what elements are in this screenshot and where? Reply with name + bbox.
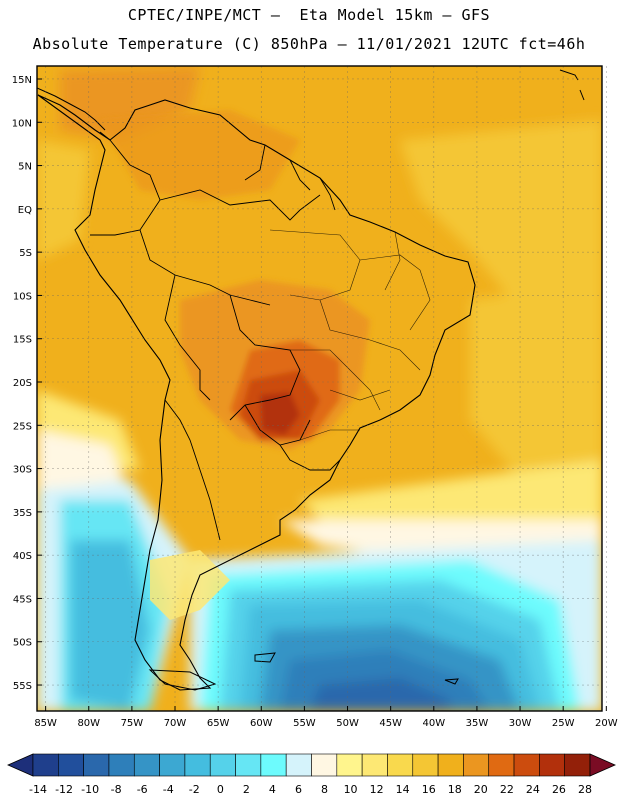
- legend-tick-label: 20: [474, 783, 488, 796]
- map-frame: [36, 65, 603, 712]
- lon-label: 75W: [121, 718, 144, 729]
- chart-title-line-1: CPTEC/INPE/MCT – Eta Model 15km – GFS: [127, 6, 491, 24]
- lat-label: 15N: [12, 75, 32, 86]
- legend-bin: [83, 753, 110, 777]
- legend-tick-label: 22: [500, 783, 514, 796]
- legend-tick-label: 10: [344, 783, 358, 796]
- lon-label: 50W: [336, 718, 359, 729]
- temperature-map: 15N 10N 5N EQ 5S 10S 15S 20S 25S 30S 35S 40S 45S 50S 5…: [12, 65, 618, 729]
- legend-tick-label: -10: [81, 783, 99, 796]
- legend-tick-label: -6: [137, 783, 148, 796]
- legend-bin: [387, 753, 414, 777]
- lon-label: 45W: [379, 718, 402, 729]
- lon-label: 65W: [207, 718, 230, 729]
- lat-label: 40S: [13, 551, 32, 562]
- legend-tick-label: 12: [370, 783, 384, 796]
- legend-bin: [488, 753, 515, 777]
- legend-bin: [260, 753, 287, 777]
- legend-bin: [539, 753, 565, 777]
- legend-bin: [209, 753, 236, 777]
- legend-tick-label: 0: [217, 783, 224, 796]
- color-legend: -14 -12 -10 -8 -6 -4 -2 0 2 4 6 8 10 12 14 16 18 20 22 24 26…: [7, 753, 616, 796]
- legend-tick-label: 28: [578, 783, 592, 796]
- legend-bin: [361, 753, 388, 777]
- lat-label: 15S: [13, 335, 32, 346]
- graticule: [37, 66, 607, 711]
- lon-label: 25W: [552, 718, 575, 729]
- lat-label: EQ: [18, 205, 32, 216]
- continent-warm-core: [100, 110, 370, 450]
- lat-label: 10N: [12, 118, 32, 129]
- lon-label: 20W: [595, 718, 618, 729]
- legend-tick-label: -14: [29, 783, 47, 796]
- lat-label: 45S: [13, 594, 32, 605]
- legend-tick-label: 8: [321, 783, 328, 796]
- lon-label: 85W: [34, 718, 57, 729]
- legend-bin: [513, 753, 540, 777]
- legend-tick-label: -12: [55, 783, 73, 796]
- lat-label: 30S: [13, 465, 32, 476]
- legend-bin: [32, 753, 59, 777]
- legend-bin: [58, 753, 84, 777]
- temperature-field: [37, 66, 602, 711]
- legend-under-arrow: [7, 753, 34, 777]
- legend-bin: [159, 753, 186, 777]
- lat-label: 55S: [13, 681, 32, 692]
- lon-label: 80W: [77, 718, 100, 729]
- legend-bin: [564, 753, 591, 777]
- chart-title-line-2: Absolute Temperature (C) 850hPa – 11/01/…: [32, 35, 586, 53]
- legend-tick-label: -8: [111, 783, 122, 796]
- lat-label: 10S: [13, 291, 32, 302]
- legend-tick-label: 2: [243, 783, 250, 796]
- legend-tick-label: 6: [295, 783, 302, 796]
- legend-tick-label: 18: [448, 783, 462, 796]
- legend-bin: [108, 753, 135, 777]
- lat-label: 5N: [18, 162, 32, 173]
- legend-over-arrow: [589, 753, 616, 777]
- legend-bin: [336, 753, 363, 777]
- latitude-labels: 15N 10N 5N EQ 5S 10S 15S 20S 25S 30S 35S 40S 45S 50S 5…: [12, 75, 42, 692]
- legend-bin: [437, 753, 464, 777]
- lon-label: 60W: [250, 718, 273, 729]
- lat-label: 35S: [13, 508, 32, 519]
- legend-bin: [235, 753, 262, 777]
- lon-label: 40W: [422, 718, 445, 729]
- legend-bin: [133, 753, 160, 777]
- south-america-coastline: [37, 94, 476, 691]
- lat-label: 50S: [13, 638, 32, 649]
- legend-tick-label: 24: [526, 783, 540, 796]
- legend-bin: [311, 753, 338, 777]
- country-borders: [90, 139, 341, 541]
- legend-bin: [184, 753, 211, 777]
- legend-bin: [463, 753, 490, 777]
- lat-label: 20S: [13, 378, 32, 389]
- legend-bin: [412, 753, 439, 777]
- legend-tick-label: -2: [189, 783, 200, 796]
- legend-tick-label: 26: [552, 783, 566, 796]
- lon-label: 55W: [293, 718, 316, 729]
- longitude-labels: 85W 80W 75W 70W 65W 60W 55W 50W 45W 40W 35W 30W 25W 2…: [34, 706, 618, 729]
- lon-label: 35W: [466, 718, 489, 729]
- legend-tick-label: -4: [163, 783, 174, 796]
- legend-bin: [285, 753, 312, 777]
- lon-label: 70W: [164, 718, 187, 729]
- lat-label: 5S: [19, 248, 32, 259]
- legend-tick-label: 14: [396, 783, 410, 796]
- legend-tick-label: 4: [269, 783, 276, 796]
- patagonia-cool-zone: [150, 550, 230, 620]
- lat-label: 25S: [13, 421, 32, 432]
- legend-tick-label: 16: [422, 783, 436, 796]
- lon-label: 30W: [509, 718, 532, 729]
- state-borders: [269, 229, 431, 441]
